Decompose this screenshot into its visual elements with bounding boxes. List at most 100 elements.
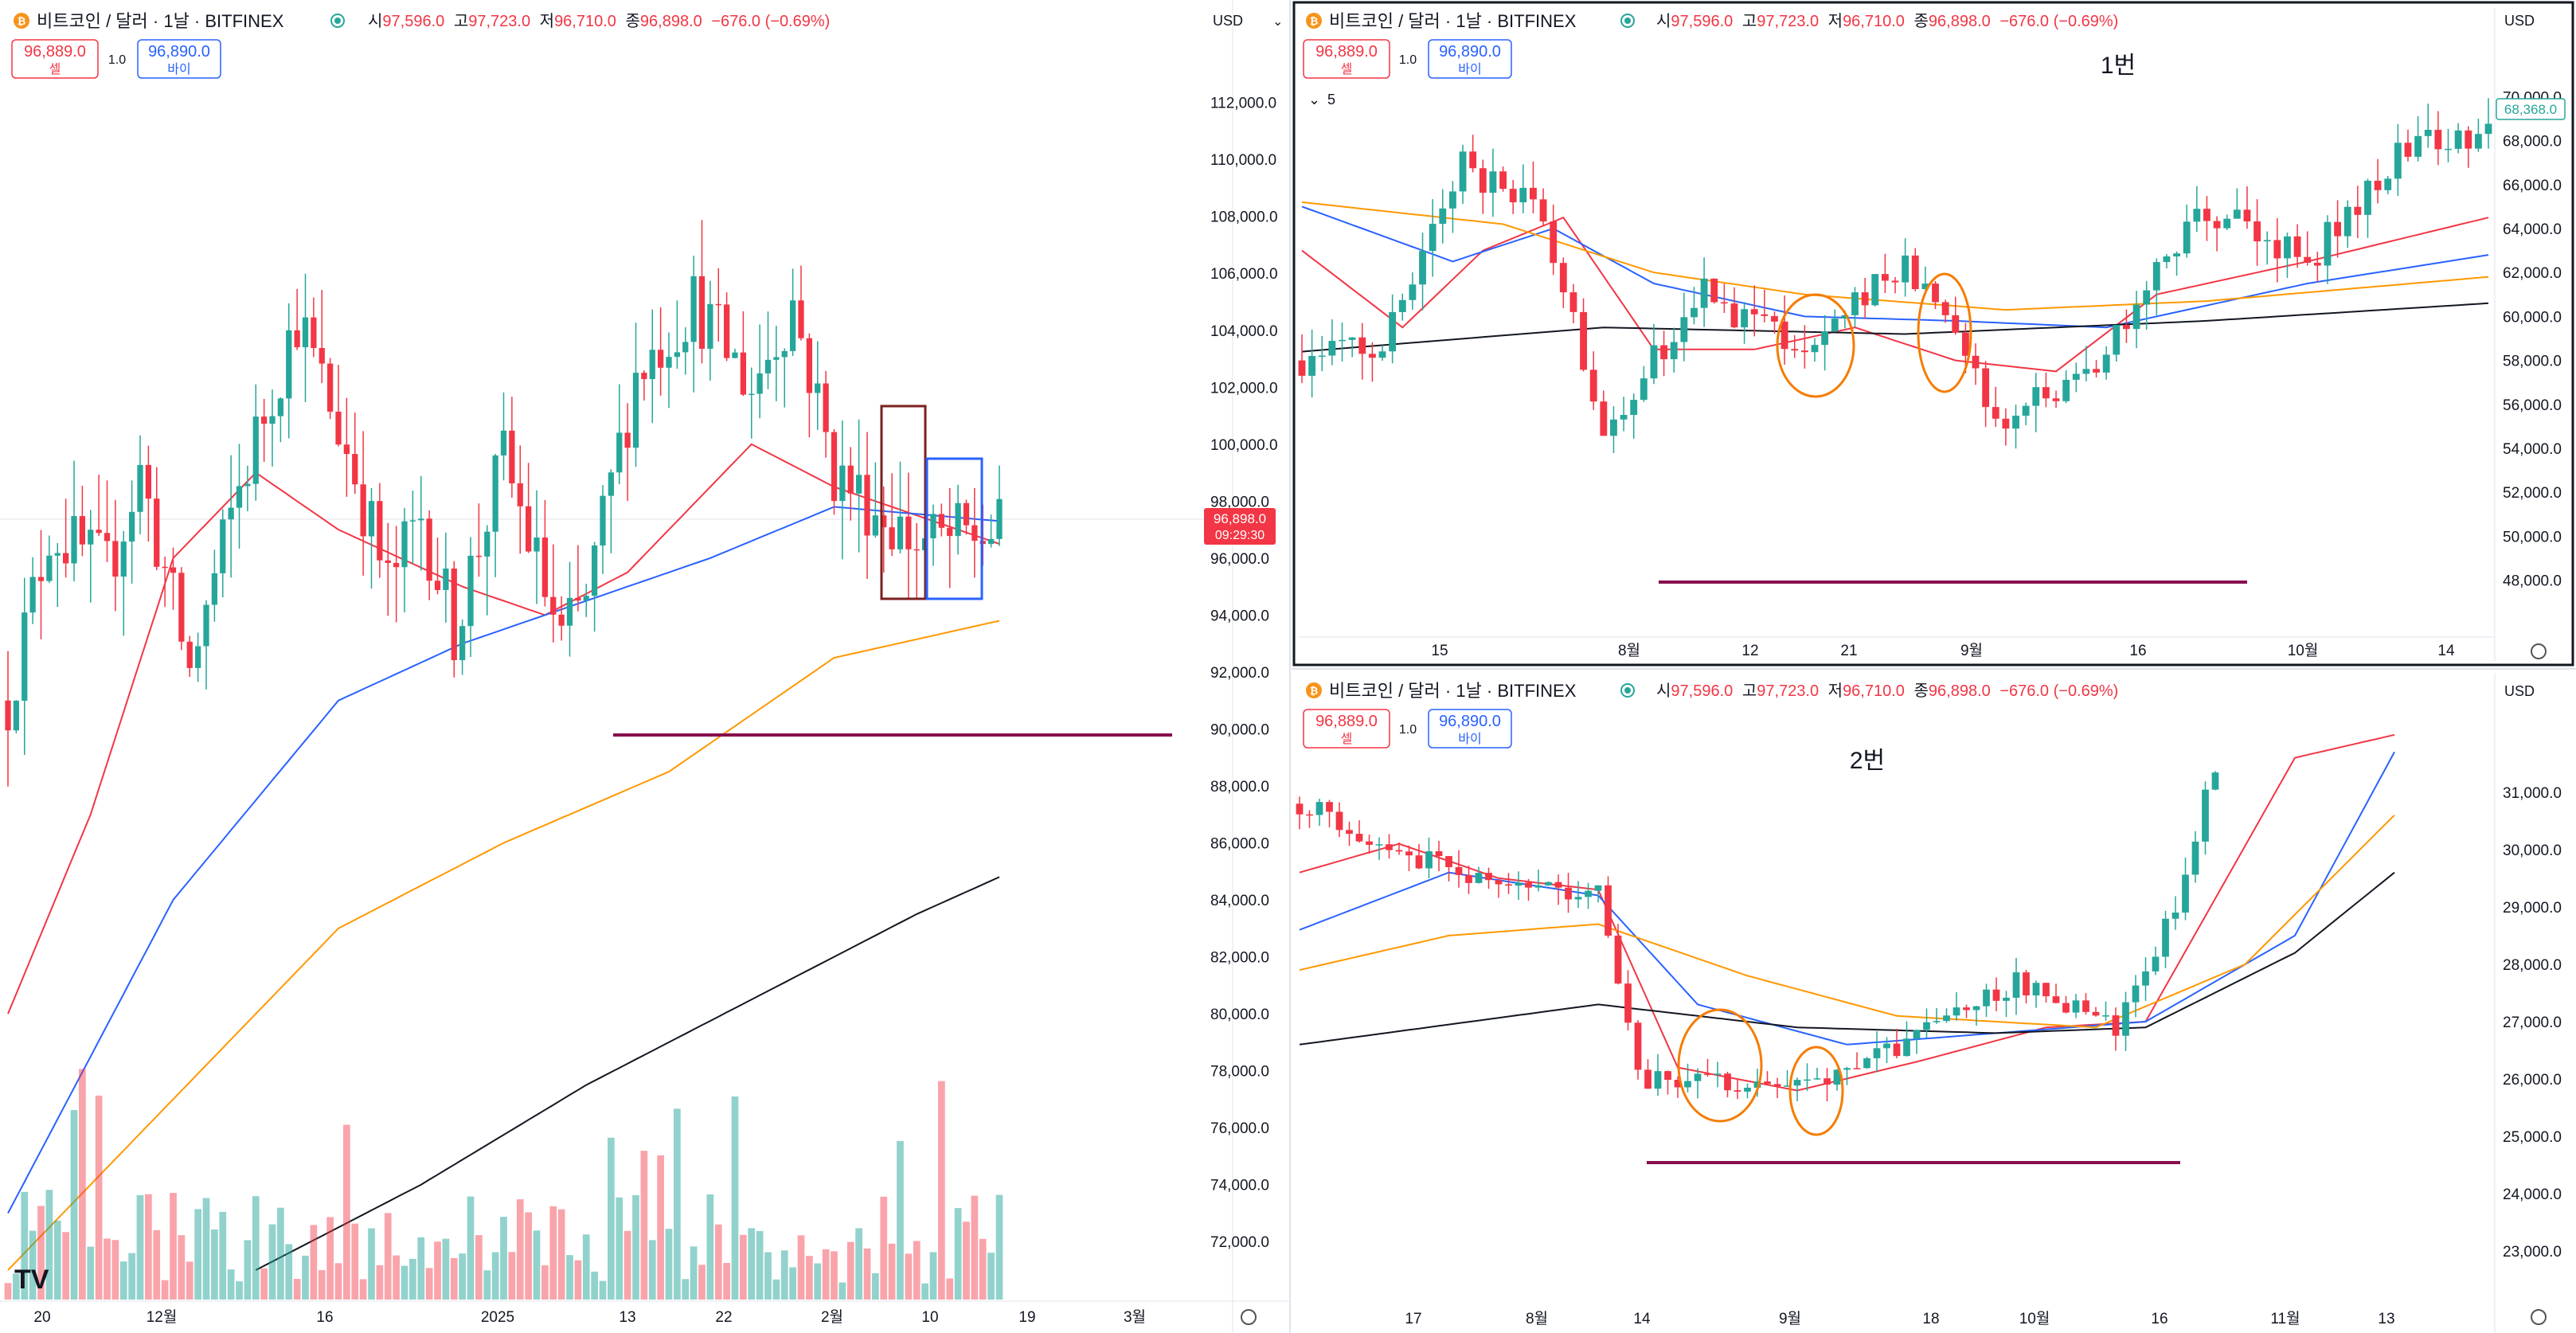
candle-body <box>798 300 804 338</box>
sell-button[interactable] <box>1303 39 1390 79</box>
candle-body <box>2152 956 2160 971</box>
candle-body <box>600 495 606 545</box>
candle-body <box>1741 309 1749 328</box>
volume-bar <box>780 1250 788 1300</box>
sell-button[interactable] <box>1303 709 1390 749</box>
panel-1-frame[interactable] <box>1292 1 2574 666</box>
volume-bar <box>252 1196 260 1300</box>
x-tick-label: 10 <box>921 1309 938 1326</box>
candle-body <box>847 465 854 494</box>
volume-bar <box>467 1196 475 1300</box>
candle-body <box>1326 802 1333 812</box>
candle-body <box>2334 221 2342 236</box>
volume-bar <box>772 1279 780 1300</box>
volume-bar <box>244 1240 252 1300</box>
indicator-toggle[interactable]: 5 <box>1327 92 1335 108</box>
volume-bar <box>136 1194 144 1300</box>
y-tick-label: 60,000.0 <box>2503 309 2562 326</box>
candle-body <box>764 359 772 373</box>
legend-main: ₿ 비트코인 / 달러 · 1날 · BITFINEX 시97,596.0 고9… <box>11 11 830 79</box>
candle-body <box>1296 803 1304 815</box>
y-tick-label: 23,000.0 <box>2503 1244 2562 1261</box>
candle-body <box>269 416 276 424</box>
buy-button[interactable] <box>1428 39 1512 79</box>
market-open-icon <box>330 14 345 28</box>
candle-body <box>715 303 721 306</box>
x-tick-label: 2월 <box>821 1308 843 1326</box>
volume-bar <box>186 1261 193 1300</box>
symbol-title: 비트코인 / 달러 · 1날 · BITFINEX <box>37 11 284 31</box>
candle-body <box>1585 890 1592 897</box>
candle-body <box>1550 221 1558 264</box>
volume-bar <box>806 1256 813 1300</box>
volume-bar <box>566 1255 573 1300</box>
candle-body <box>608 472 615 496</box>
bitcoin-icon <box>1306 682 1322 698</box>
candle-body <box>5 700 11 731</box>
chart-1-plot: 70,000.068,000.066,000.064,000.062,000.0… <box>1298 89 2562 659</box>
candle-body <box>2254 221 2261 242</box>
currency-label-2[interactable]: USD <box>2504 683 2535 699</box>
candle-body <box>1405 851 1413 856</box>
buy-button[interactable] <box>137 39 221 79</box>
volume-bar <box>95 1095 103 1300</box>
candle-body <box>1664 1071 1671 1081</box>
volume-bar <box>483 1270 491 1300</box>
volume-bar <box>623 1230 631 1300</box>
volume-bar <box>194 1209 201 1300</box>
main-panel[interactable] <box>0 0 1290 1333</box>
candle-body <box>277 398 284 416</box>
candle-body <box>1335 811 1343 831</box>
chevron-down-icon[interactable]: ⌄ <box>1272 15 1283 29</box>
candle-body <box>2052 996 2060 1003</box>
sell-button[interactable] <box>11 39 99 79</box>
x-tick-label: 19 <box>1018 1309 1035 1326</box>
volume-bar <box>921 1283 928 1300</box>
candle-body <box>1932 283 1939 303</box>
candle-body <box>1921 283 1929 290</box>
candle-body <box>1495 880 1503 885</box>
candle-body <box>1793 1080 1801 1086</box>
candle-body <box>1902 255 1910 283</box>
candle-body <box>1634 1022 1642 1070</box>
settings-gear-icon-1[interactable] <box>2531 643 2547 659</box>
volume-bar <box>888 1243 896 1300</box>
y-tick-label: 78,000.0 <box>1210 1064 1269 1081</box>
currency-label[interactable]: USD <box>1213 13 1243 29</box>
candle-body <box>1505 884 1512 886</box>
candle-body <box>525 506 532 552</box>
candle-body <box>352 454 358 485</box>
candle-body <box>2173 253 2180 257</box>
candle-body <box>1941 302 1949 315</box>
candle-body <box>1724 1073 1731 1091</box>
volume-bar <box>714 1224 722 1300</box>
candle-body <box>913 549 920 551</box>
chevron-down-icon[interactable]: ⌄ <box>1308 92 1320 108</box>
candle-body <box>1730 303 1738 328</box>
volume-bar <box>425 1268 433 1300</box>
candle-body <box>459 626 466 661</box>
chart-2-plot: 31,000.0 30,000.0 29,000.0 28,000.0 27,000.0… <box>1296 733 2562 1327</box>
candle-body <box>2092 1011 2100 1016</box>
candle-body <box>1691 307 1698 318</box>
volume-bar <box>855 1228 862 1300</box>
candle-body <box>1670 342 1678 360</box>
candle-body <box>2465 130 2472 149</box>
candle-body <box>1654 1071 1662 1089</box>
volume-bar <box>111 1240 119 1300</box>
volume-bar <box>318 1270 326 1300</box>
candle-body <box>1339 339 1346 342</box>
currency-label-1[interactable]: USD <box>2504 13 2535 29</box>
candle-body <box>657 350 664 368</box>
settings-gear-icon[interactable] <box>1241 1309 1257 1325</box>
candle-body <box>1465 874 1472 883</box>
candle-body <box>1813 1078 1821 1080</box>
candle-body <box>2182 874 2189 913</box>
candle-body <box>1435 851 1443 857</box>
settings-gear-icon-2[interactable] <box>2531 1309 2547 1325</box>
candle-body <box>1650 345 1658 379</box>
candle-body <box>1630 400 1638 416</box>
buy-button[interactable] <box>1428 709 1512 749</box>
candle-body <box>2082 369 2090 374</box>
